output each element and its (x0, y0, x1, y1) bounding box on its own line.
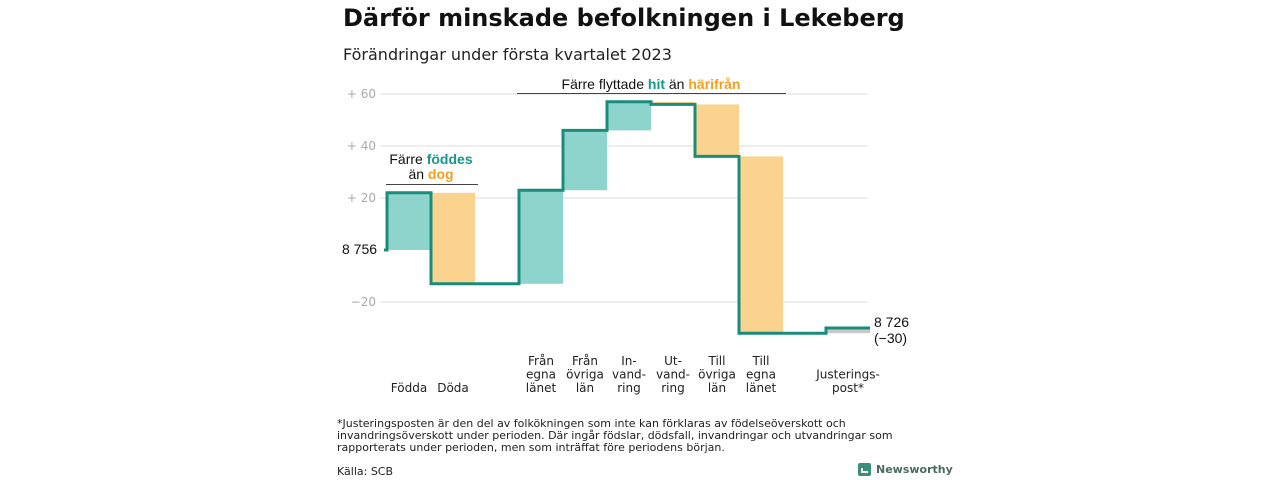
footnote: *Justeringsposten är den del av folkökni… (337, 417, 893, 454)
births-annotation-line1: Färre föddes (389, 151, 472, 167)
waterfall-bar (431, 192, 475, 284)
annotation-highlight-teal: föddes (427, 151, 473, 167)
y-tick-label: + 40 (347, 139, 376, 153)
end-value-label: 8 726 (874, 314, 909, 330)
annotation-text: Färre (389, 151, 426, 167)
category-label: län (576, 381, 594, 395)
category-label: övriga (698, 368, 736, 382)
y-tick-label: −20 (351, 295, 376, 309)
births-annotation-line2: än dog (408, 166, 453, 182)
category-label: ring (661, 381, 685, 395)
category-label: Ut- (664, 354, 682, 368)
category-label: Från (528, 354, 554, 368)
cumulative-step-line (384, 100, 870, 335)
category-label: In- (621, 354, 636, 368)
annotation-text: Färre flyttade (562, 76, 648, 92)
category-label: län (708, 381, 726, 395)
waterfall-bar (695, 104, 739, 157)
chart-title: Därför minskade befolkningen i Lekeberg (343, 4, 905, 32)
newsworthy-icon (858, 463, 871, 476)
source-note: Källa: SCB (337, 465, 394, 478)
category-label: övriga (566, 368, 604, 382)
y-tick-label: + 20 (347, 191, 376, 205)
category-label: länet (526, 381, 557, 395)
annotation-text: än (665, 76, 688, 92)
category-label: Döda (437, 381, 469, 395)
waterfall-bar (826, 328, 870, 334)
waterfall-bar (607, 101, 651, 131)
category-label: Till (752, 354, 770, 368)
end-change-label: (−30) (874, 330, 907, 346)
category-label: Från (572, 354, 598, 368)
annotation-highlight-orange: dog (428, 166, 454, 182)
category-label: post* (832, 381, 864, 395)
brand-logo: Newsworthy (858, 463, 953, 476)
annotation-text: än (408, 166, 427, 182)
brand-name: Newsworthy (876, 463, 953, 476)
category-label: egna (746, 368, 776, 382)
waterfall-bar (519, 190, 563, 284)
waterfall-bar (387, 192, 431, 250)
category-label: Justerings- (815, 368, 880, 382)
category-label: Till (708, 354, 726, 368)
chart-subtitle: Förändringar under första kvartalet 2023 (343, 45, 672, 64)
category-label: egna (526, 368, 556, 382)
category-label: vand- (656, 368, 690, 382)
waterfall-bar (739, 156, 783, 334)
waterfall-bar (563, 130, 607, 191)
start-value-label: 8 756 (342, 241, 377, 257)
annotation-highlight-orange: härifrån (688, 76, 740, 92)
category-label: ring (617, 381, 641, 395)
annotation-highlight-teal: hit (648, 76, 665, 92)
y-tick-label: + 60 (347, 87, 376, 101)
migration-annotation: Färre flyttade hit än härifrån (562, 76, 741, 92)
category-label: vand- (612, 368, 646, 382)
category-label: Födda (391, 381, 427, 395)
category-label: länet (746, 381, 777, 395)
